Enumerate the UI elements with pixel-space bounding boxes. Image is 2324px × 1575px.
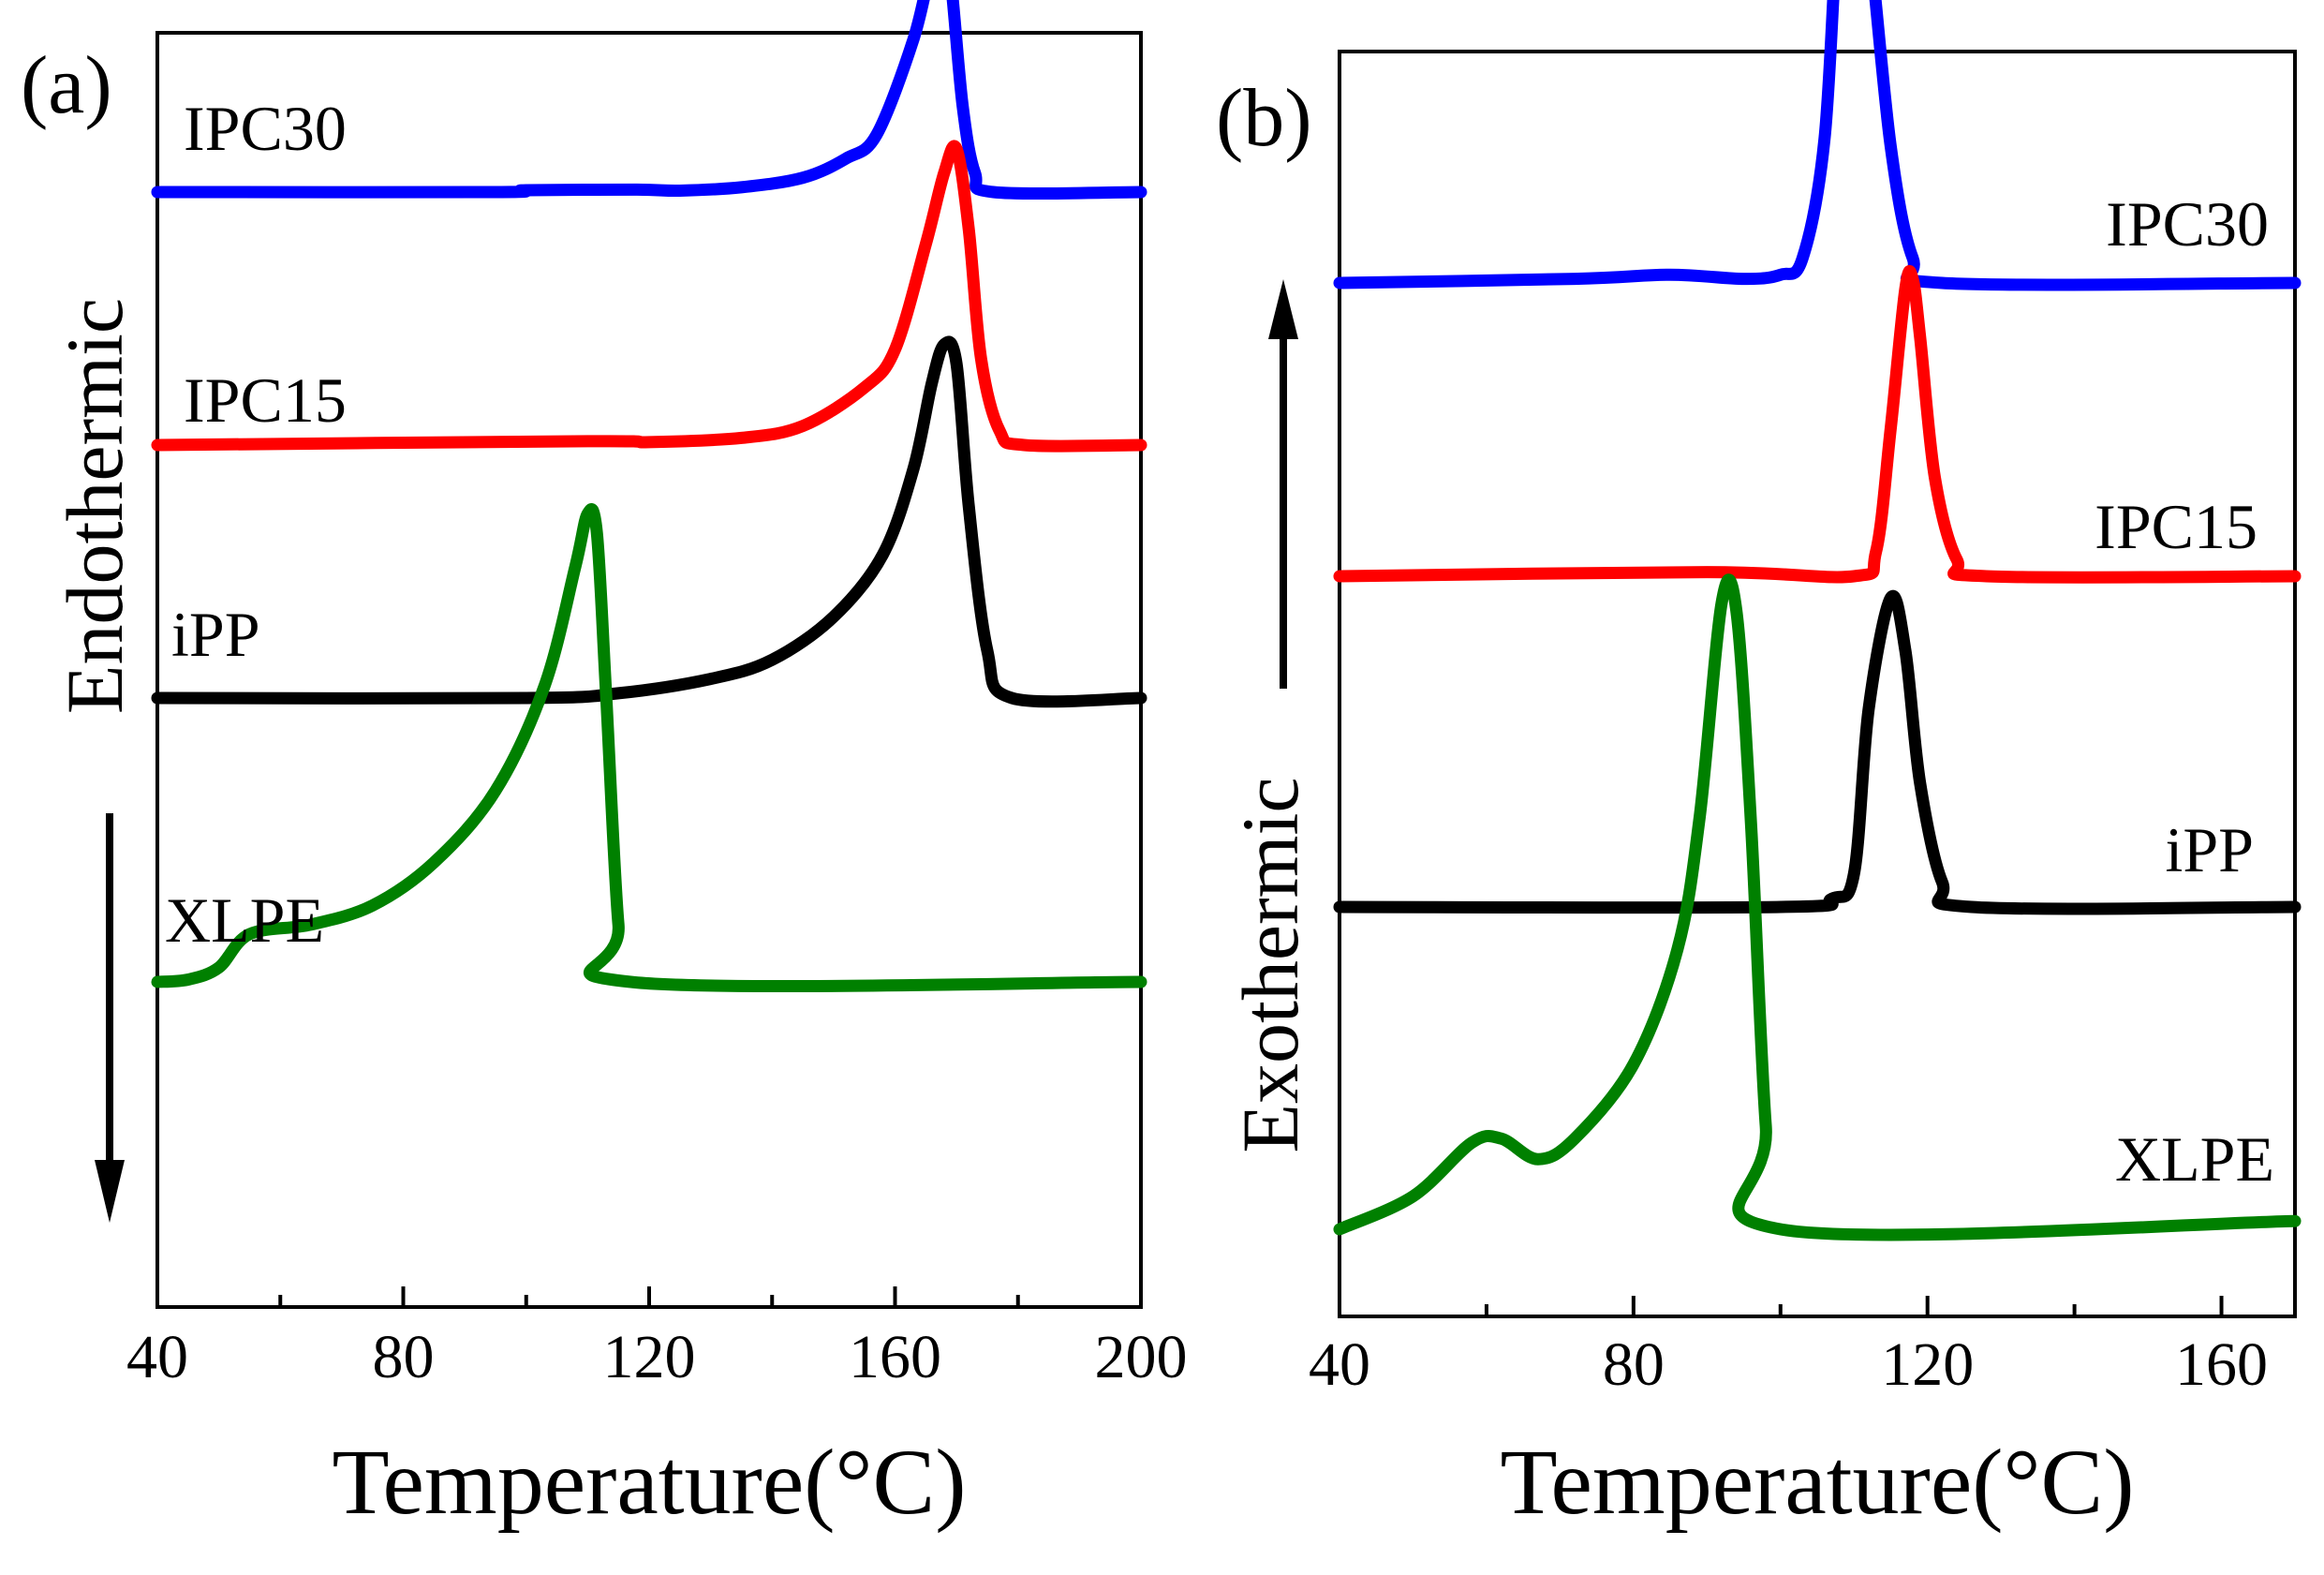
x-tick-label: 80 [373,1323,435,1391]
series-line-ipc15 [151,140,1147,453]
series-line-ipc30 [151,0,1147,201]
panel-a-series-labels: IPC30 IPC15 iPP XLPE [165,93,347,956]
panel-b-ticks: 40 80 120 160 [1309,1296,2268,1399]
x-tick-label: 200 [1095,1323,1188,1391]
series-label-ipp: iPP [2165,814,2254,885]
panel-b-series-labels: IPC30 IPC15 iPP XLPE [2095,188,2274,1195]
x-tick-label: 160 [849,1323,941,1391]
panel-a-ylabel: Endothermic [50,298,140,714]
series-line-ipc15 [1333,264,2302,584]
series-label-xlpe: XLPE [2115,1123,2274,1195]
series-label-ipc30: IPC30 [2106,188,2269,260]
panel-a-direction-arrow [95,813,125,1223]
series-line-ipp [1333,589,2302,915]
x-tick-label: 40 [126,1323,188,1391]
x-tick-label: 80 [1603,1330,1665,1399]
panel-a-label: (a) [21,40,112,131]
panel-a-series [151,0,1147,993]
series-label-xlpe: XLPE [165,884,324,956]
x-tick-label: 120 [603,1323,696,1391]
series-label-ipc15: IPC15 [2095,491,2257,562]
panel-b-frame [1338,50,2297,1318]
panel-b-series [1333,0,2302,1241]
x-tick-label: 160 [2175,1330,2268,1399]
panel-a-ticks: 40 80 120 160 200 [126,1286,1188,1391]
series-label-ipc30: IPC30 [184,93,347,164]
series-label-ipc15: IPC15 [184,364,347,436]
series-label-ipp: iPP [171,599,260,670]
panel-a-xlabel: Temperature(°C) [332,1430,966,1534]
series-line-ipp [151,335,1147,708]
panel-b-ylabel: Exothermic [1225,777,1315,1152]
panel-b-xlabel: Temperature(°C) [1500,1430,2134,1534]
x-tick-label: 120 [1881,1330,1974,1399]
panel-b-label: (b) [1216,73,1312,164]
series-line-xlpe [1333,573,2302,1241]
panel-b: 40 80 120 160 IPC30 IPC15 iPP XLPE (b) Tempera… [1216,0,2302,1534]
panel-a: 40 80 120 160 200 IPC30 IPC15 iPP XLPE (a) Temp… [21,0,1188,1534]
panel-b-direction-arrow [1268,279,1298,689]
x-tick-label: 40 [1309,1330,1370,1399]
series-line-xlpe [151,503,1147,993]
